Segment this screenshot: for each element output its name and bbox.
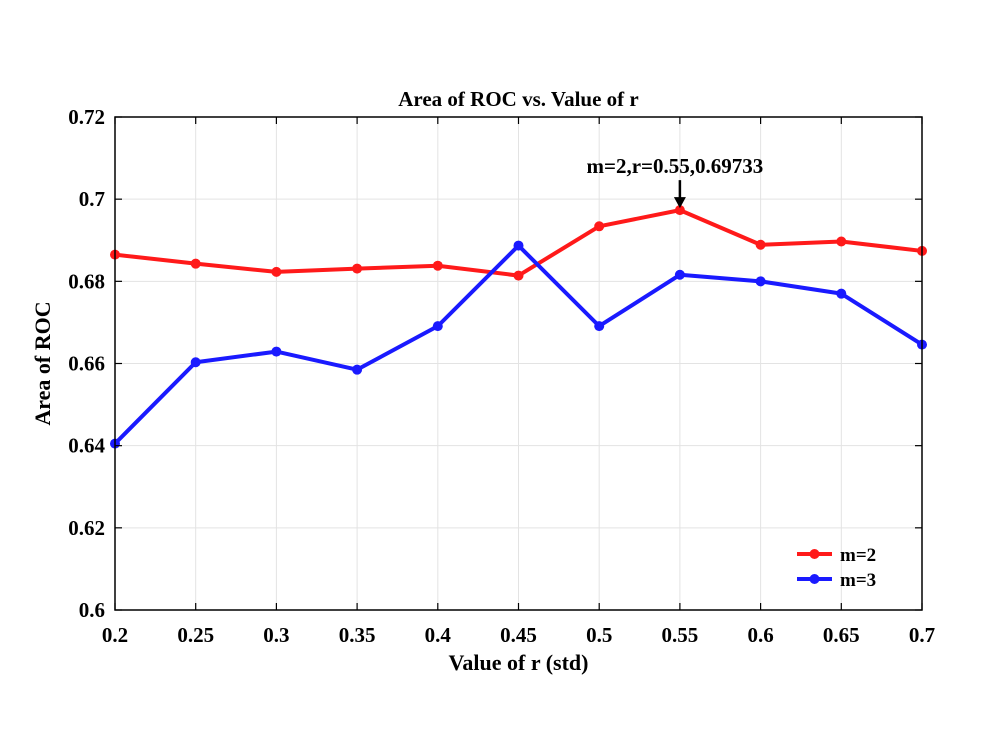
x-axis-label: Value of r (std)	[449, 650, 589, 675]
y-tick-label: 0.68	[68, 269, 105, 293]
data-point	[513, 240, 524, 251]
x-tick-label: 0.45	[500, 623, 537, 647]
data-point	[190, 357, 201, 368]
x-tick-label: 0.25	[177, 623, 214, 647]
data-point	[594, 321, 605, 332]
x-tick-label: 0.4	[425, 623, 452, 647]
y-tick-label: 0.66	[68, 352, 105, 376]
y-tick-label: 0.7	[79, 187, 105, 211]
y-tick-label: 0.64	[68, 434, 105, 458]
annotation-label: m=2,r=0.55,0.69733	[587, 154, 764, 178]
y-tick-labels: 0.6 0.62 0.64 0.66 0.68 0.7 0.72	[68, 105, 105, 622]
data-point	[432, 321, 443, 332]
legend: m=2m=3	[797, 545, 876, 591]
series-2	[110, 240, 927, 449]
tick-marks	[114, 116, 923, 611]
data-point	[513, 270, 524, 281]
data-point	[836, 236, 847, 247]
annotation: m=2,r=0.55,0.69733	[587, 154, 764, 209]
legend-label: m=2	[840, 545, 876, 566]
y-tick-label: 0.6	[79, 598, 105, 622]
data-point	[594, 221, 605, 232]
legend-swatch-marker	[809, 574, 820, 584]
x-tick-label: 0.5	[586, 623, 612, 647]
data-point	[674, 269, 685, 280]
x-tick-label: 0.3	[263, 623, 289, 647]
x-tick-label: 0.55	[662, 623, 699, 647]
x-tick-label: 0.7	[909, 623, 935, 647]
data-point	[755, 276, 766, 287]
data-point	[271, 266, 282, 277]
x-tick-label: 0.6	[747, 623, 773, 647]
data-point	[755, 239, 766, 250]
data-point	[190, 258, 201, 269]
y-tick-label: 0.62	[68, 516, 105, 540]
data-point	[352, 364, 363, 375]
x-tick-labels: 0.2 0.25 0.3 0.35 0.4 0.45 0.5 0.55 0.6 0.65 0.7	[102, 623, 935, 647]
data-point	[674, 205, 685, 216]
data-point	[836, 288, 847, 299]
data-point	[432, 260, 443, 271]
y-axis-label: Area of ROC	[30, 301, 55, 425]
legend-entry: m=2	[797, 545, 876, 566]
data-point	[352, 263, 363, 274]
legend-entry: m=3	[797, 570, 876, 591]
annotation-arrow-head	[673, 197, 686, 209]
legend-swatch-marker	[809, 549, 820, 559]
x-tick-label: 0.2	[102, 623, 128, 647]
y-tick-label: 0.72	[68, 105, 105, 129]
chart-title: Area of ROC vs. Value of r	[398, 87, 639, 111]
legend-label: m=3	[840, 570, 876, 591]
x-tick-label: 0.65	[823, 623, 860, 647]
x-tick-label: 0.35	[339, 623, 376, 647]
data-point	[271, 346, 282, 357]
